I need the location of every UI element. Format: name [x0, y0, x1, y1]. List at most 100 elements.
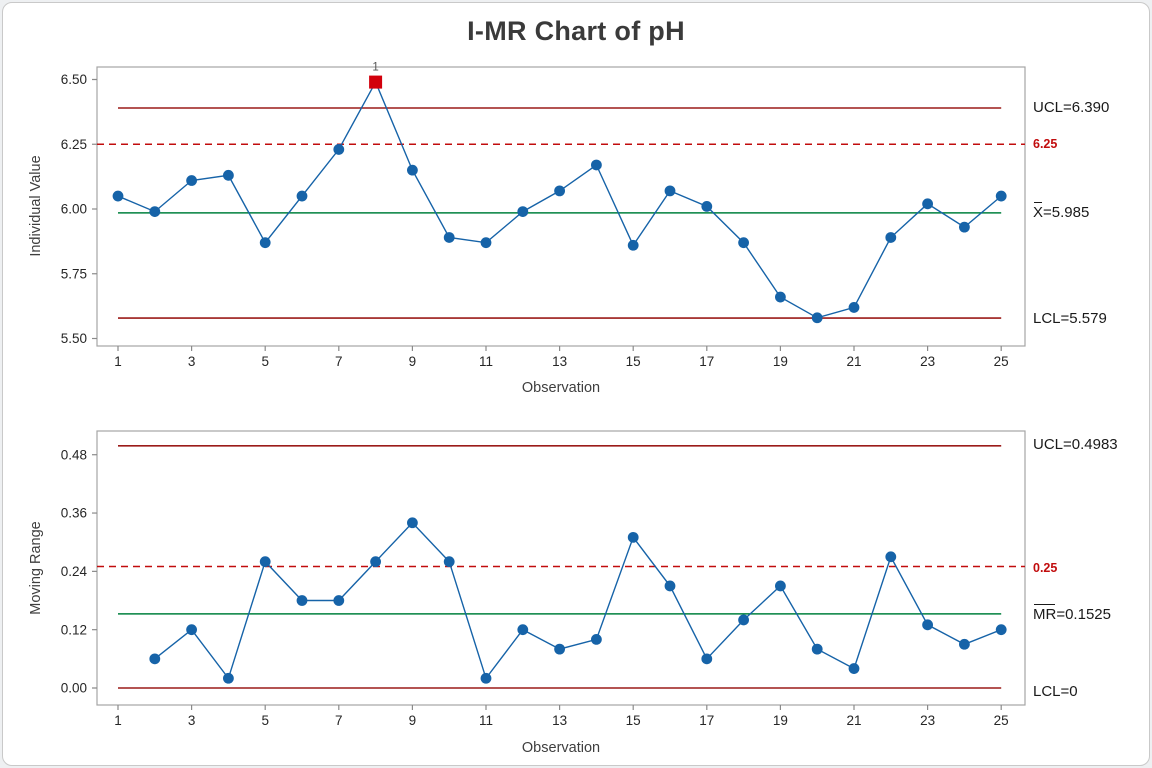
- panel-border-moving_range: [96, 430, 1026, 706]
- center-line-label-moving-range: MR=0.1525: [1033, 604, 1111, 623]
- x-tick-label-individuals: 3: [188, 354, 196, 369]
- data-point-moving_range[interactable]: [701, 653, 713, 665]
- data-point-individuals[interactable]: [259, 237, 271, 249]
- data-point-moving_range[interactable]: [995, 624, 1007, 636]
- x-axis-title-individuals: Observation: [521, 380, 601, 396]
- data-point-individuals[interactable]: [627, 239, 639, 251]
- data-point-moving_range[interactable]: [259, 556, 271, 568]
- x-tick-label-individuals: 21: [846, 354, 861, 369]
- x-tick-label-moving_range: 25: [994, 713, 1009, 728]
- data-point-moving_range[interactable]: [775, 580, 786, 592]
- data-point-moving_range[interactable]: [959, 638, 970, 650]
- y-tick-label-individuals: 5.50: [61, 331, 87, 346]
- data-point-moving_range[interactable]: [627, 531, 639, 543]
- data-point-individuals[interactable]: [112, 190, 124, 202]
- x-tick-label-moving_range: 3: [188, 713, 196, 728]
- data-point-individuals[interactable]: [959, 221, 970, 233]
- data-point-moving_range[interactable]: [186, 624, 198, 636]
- data-point-moving_range[interactable]: [554, 643, 565, 655]
- data-point-individuals[interactable]: [995, 190, 1007, 202]
- xbar-value: =5.985: [1043, 204, 1090, 221]
- data-point-moving_range[interactable]: [664, 580, 676, 592]
- panel-border-individuals: [96, 66, 1026, 347]
- x-tick-label-individuals: 13: [552, 354, 567, 369]
- data-point-individuals[interactable]: [296, 190, 308, 202]
- data-point-individuals[interactable]: [333, 144, 345, 155]
- x-tick-label-individuals: 5: [261, 354, 269, 369]
- data-point-moving_range[interactable]: [811, 643, 823, 655]
- data-point-individuals[interactable]: [407, 164, 418, 176]
- y-tick-label-individuals: 6.00: [61, 202, 87, 217]
- mrbar-symbol: MR: [1033, 604, 1057, 623]
- x-tick-label-moving_range: 13: [552, 713, 567, 728]
- ucl-label-individuals: UCL=6.390: [1033, 99, 1110, 116]
- x-tick-label-moving_range: 23: [920, 713, 935, 728]
- data-point-moving_range[interactable]: [149, 653, 161, 665]
- data-point-moving_range[interactable]: [885, 551, 897, 563]
- x-tick-label-individuals: 15: [626, 354, 641, 369]
- x-tick-label-moving_range: 7: [335, 713, 343, 728]
- ucl-label-moving-range: UCL=0.4983: [1033, 436, 1118, 453]
- x-tick-label-moving_range: 11: [479, 713, 493, 728]
- data-point-individuals[interactable]: [480, 237, 492, 249]
- page-title: I-MR Chart of pH: [467, 16, 685, 46]
- data-point-moving_range[interactable]: [848, 663, 860, 674]
- x-axis-title-moving-range: Observation: [521, 740, 601, 756]
- x-tick-label-individuals: 23: [920, 354, 935, 369]
- series-line-individuals: [117, 80, 1002, 319]
- ref-line-label-individuals: 6.25: [1033, 137, 1058, 151]
- x-tick-label-moving_range: 5: [261, 713, 269, 728]
- ooc-point-individuals[interactable]: [369, 75, 383, 89]
- series-line-moving_range: [154, 521, 1002, 680]
- data-point-moving_range[interactable]: [517, 624, 529, 636]
- data-point-individuals[interactable]: [591, 159, 602, 171]
- data-point-moving_range[interactable]: [591, 634, 602, 645]
- data-point-moving_range[interactable]: [443, 556, 455, 568]
- data-point-moving_range[interactable]: [922, 619, 933, 631]
- data-point-moving_range[interactable]: [333, 595, 345, 606]
- x-tick-label-individuals: 25: [994, 354, 1009, 369]
- x-tick-label-individuals: 19: [773, 354, 788, 369]
- data-point-individuals[interactable]: [811, 312, 823, 324]
- data-point-individuals[interactable]: [738, 237, 749, 249]
- data-point-moving_range[interactable]: [223, 672, 234, 684]
- data-point-individuals[interactable]: [775, 291, 786, 303]
- y-axis-title-individuals: Individual Value: [28, 155, 44, 257]
- data-point-individuals[interactable]: [517, 206, 529, 217]
- x-tick-label-moving_range: 9: [409, 713, 417, 728]
- x-tick-label-individuals: 1: [114, 354, 122, 369]
- lcl-label-moving-range: LCL=0: [1033, 683, 1078, 700]
- data-point-moving_range[interactable]: [296, 595, 308, 606]
- data-point-moving_range[interactable]: [407, 517, 418, 529]
- data-point-individuals[interactable]: [922, 198, 933, 210]
- data-point-moving_range[interactable]: [480, 672, 492, 684]
- x-tick-label-moving_range: 15: [626, 713, 641, 728]
- data-point-individuals[interactable]: [223, 169, 234, 181]
- y-tick-label-moving_range: 0.00: [61, 681, 87, 696]
- ooc-flag-label: 1: [372, 62, 378, 74]
- y-tick-label-moving_range: 0.24: [61, 564, 88, 579]
- data-point-individuals[interactable]: [149, 206, 161, 217]
- xbar-symbol: X: [1033, 202, 1044, 221]
- mrbar-value: =0.1525: [1056, 606, 1111, 623]
- data-point-individuals[interactable]: [701, 201, 713, 212]
- x-tick-label-individuals: 7: [335, 354, 343, 369]
- data-point-individuals[interactable]: [443, 232, 455, 243]
- data-point-moving_range[interactable]: [370, 556, 381, 568]
- data-point-moving_range[interactable]: [738, 614, 749, 626]
- y-tick-label-individuals: 6.25: [61, 137, 87, 152]
- y-tick-label-moving_range: 0.48: [61, 447, 87, 462]
- x-tick-label-individuals: 17: [699, 354, 714, 369]
- data-point-individuals[interactable]: [186, 175, 198, 186]
- y-tick-label-individuals: 6.50: [61, 72, 87, 87]
- ref-line-label-moving-range: 0.25: [1033, 561, 1058, 575]
- y-tick-label-moving_range: 0.12: [61, 622, 87, 637]
- chart-canvas: 6.506.256.005.755.501 3 5 7 9 11 13 15 17 19 21 23 2…: [61, 62, 1026, 728]
- x-tick-label-moving_range: 1: [114, 713, 122, 728]
- data-point-individuals[interactable]: [885, 232, 897, 243]
- data-point-individuals[interactable]: [848, 302, 860, 313]
- y-axis-title-moving-range: Moving Range: [28, 521, 44, 615]
- data-point-individuals[interactable]: [554, 185, 565, 197]
- data-point-individuals[interactable]: [664, 185, 676, 197]
